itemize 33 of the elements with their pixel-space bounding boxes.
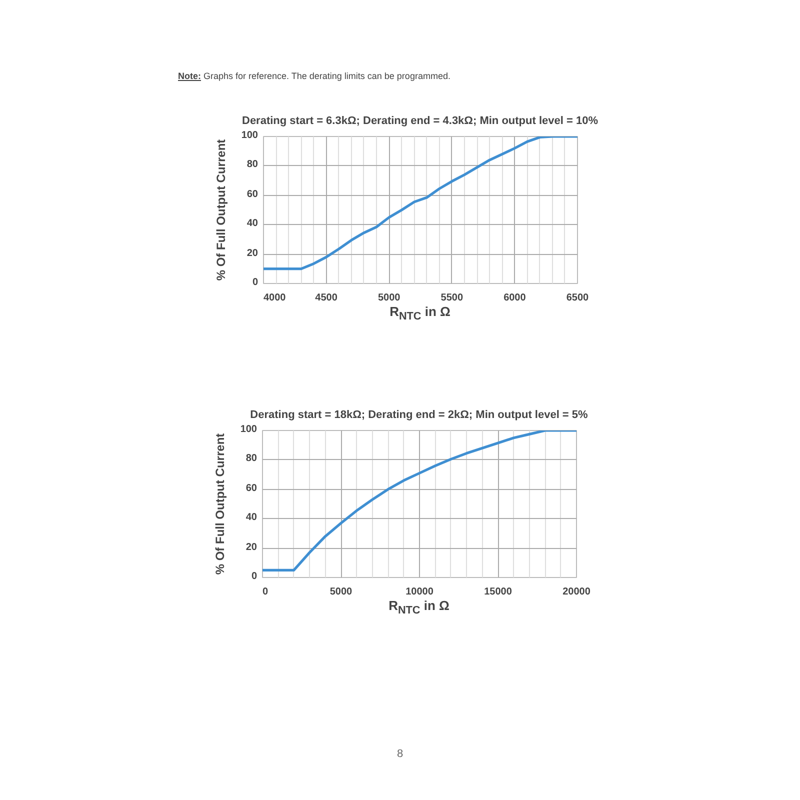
y-tick-label: 40 <box>246 512 257 524</box>
x-axis-title: R$_{NTC}$ in Ω <box>388 598 450 618</box>
y-tick-label: 0 <box>252 277 258 289</box>
text: Note: Graphs for reference. The derating limits can be programmed. <box>178 70 450 83</box>
line-series <box>264 136 578 270</box>
x-tick-label: 5000 <box>330 586 353 598</box>
x-tick-label: 4000 <box>264 292 286 304</box>
x-tick-label: 15000 <box>484 586 512 598</box>
line-series <box>262 430 576 572</box>
chart-title: Derating start = 18kΩ; Derating end = 2kΩ; Min output level = 5% <box>250 408 588 423</box>
x-tick-label: 6500 <box>566 292 590 304</box>
y-tick-label: 60 <box>246 188 258 201</box>
y-tick-label: 80 <box>246 159 258 172</box>
x-tick-label: 10000 <box>406 586 434 598</box>
x-tick-label: 20000 <box>562 586 591 598</box>
text: 8 <box>396 747 404 762</box>
y-tick-label: 0 <box>251 571 257 583</box>
x-axis-title: R$_{NTC}$ in Ω <box>390 304 450 324</box>
y-tick-label: 80 <box>246 453 257 466</box>
x-tick-label: 5500 <box>440 292 464 304</box>
x-tick-label: 6000 <box>504 292 526 304</box>
y-tick-label: 100 <box>240 424 257 436</box>
y-axis-title: % Of Full Output Current <box>213 138 229 282</box>
x-tick-label: 4500 <box>315 292 338 304</box>
chart-title: Derating start = 6.3kΩ; Derating end = 4.3kΩ; Min output level = 10% <box>242 114 598 129</box>
y-tick-label: 40 <box>246 218 258 230</box>
x-tick-label: 5000 <box>378 292 401 304</box>
y-tick-label: 60 <box>246 482 257 495</box>
y-tick-label: 20 <box>246 248 258 260</box>
x-tick-label: 0 <box>262 586 268 598</box>
y-tick-label: 100 <box>241 130 258 142</box>
y-axis-title: % Of Full Output Current <box>212 432 228 576</box>
y-tick-label: 20 <box>246 542 257 554</box>
